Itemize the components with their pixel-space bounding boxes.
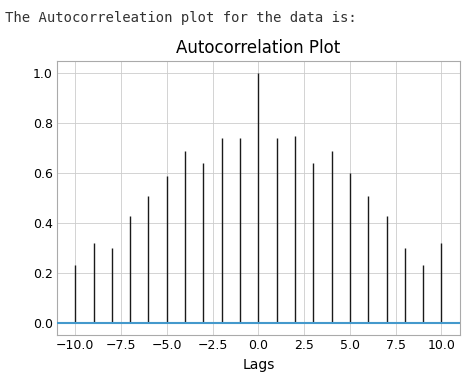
Title: Autocorrelation Plot: Autocorrelation Plot: [176, 38, 340, 57]
X-axis label: Lags: Lags: [242, 358, 274, 372]
Text: The Autocorreleation plot for the data is:: The Autocorreleation plot for the data i…: [5, 11, 356, 26]
